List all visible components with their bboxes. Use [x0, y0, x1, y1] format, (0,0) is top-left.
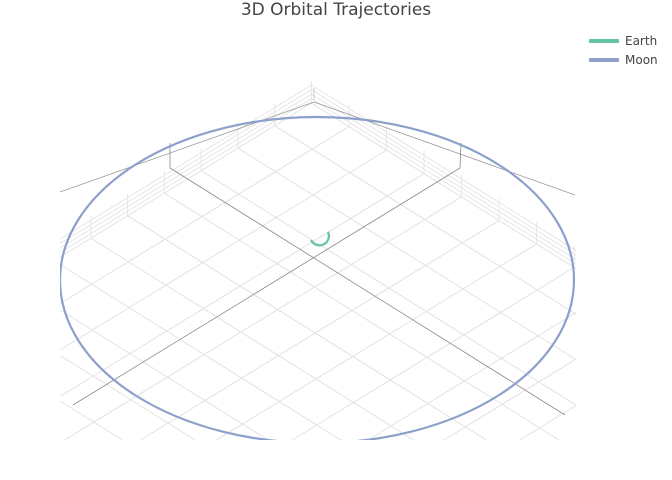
floor-grid-line [140, 220, 500, 440]
floor-grid-line [60, 263, 342, 440]
wall-grid-line [60, 84, 312, 240]
legend-label: Moon [625, 52, 658, 67]
floor-grid-line [60, 400, 123, 440]
earth-swatch [589, 38, 619, 43]
moon-swatch [589, 57, 619, 62]
x-axis-line [169, 167, 566, 416]
earth-trajectory[interactable] [310, 231, 330, 247]
legend-item-earth[interactable]: Earth [589, 31, 658, 50]
floor-grid-line [291, 266, 575, 440]
legend-label: Earth [625, 33, 658, 48]
z-axis-line [459, 142, 462, 169]
floor-grid-line [60, 173, 425, 397]
floor-grid-line [367, 312, 576, 440]
floor-grid-line [216, 243, 537, 440]
back-edge-line [313, 101, 576, 196]
legend: Earth Moon [589, 31, 658, 69]
wall-grid-line [60, 102, 312, 258]
wall-grid-line [311, 102, 576, 269]
wall-grid-line [60, 98, 312, 254]
floor-grid-line [237, 147, 576, 360]
floor-grid-line [90, 237, 414, 440]
wall-grid-line [60, 89, 312, 245]
floor-grid-line [164, 192, 560, 440]
floor-grid-line [60, 149, 387, 351]
floor-grid-line [443, 358, 576, 440]
traces [60, 115, 576, 443]
floor-grid-line [64, 196, 462, 440]
floor-grid-line [127, 215, 487, 440]
wall-grid-line [311, 93, 576, 260]
chart-title: 3D Orbital Trajectories [240, 0, 432, 20]
back-edge-line [60, 101, 315, 193]
moon-trajectory[interactable] [60, 115, 576, 443]
wall-grid-line [311, 98, 576, 265]
floor-grid-line [60, 309, 269, 440]
y-axis-line [72, 167, 461, 406]
floor-grid-line [60, 126, 350, 304]
wall-grid-line [311, 84, 576, 251]
grid [60, 81, 576, 440]
floor-grid-line [60, 355, 196, 440]
legend-item-moon[interactable]: Moon [589, 50, 658, 69]
floor-grid-line [519, 405, 576, 440]
floor-grid-line [274, 125, 576, 315]
